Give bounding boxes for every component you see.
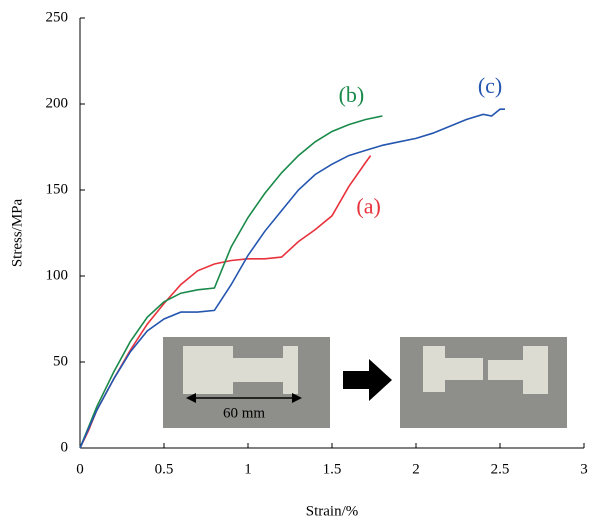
inset: 60 mm <box>163 337 567 428</box>
y-tick-label: 150 <box>46 181 69 197</box>
x-tick-label: 0 <box>76 461 84 477</box>
y-tick-label: 0 <box>61 439 69 455</box>
fragment-right <box>488 346 548 394</box>
fragment-left <box>423 346 483 392</box>
y-tick-label: 250 <box>46 9 69 25</box>
series-label: (c) <box>478 73 502 98</box>
y-tick-label: 200 <box>46 95 69 111</box>
series-line <box>79 108 505 449</box>
transition-arrow <box>343 359 392 401</box>
y-tick-label: 50 <box>53 353 68 369</box>
y-tick-label: 100 <box>46 267 69 283</box>
x-tick-label: 1.5 <box>323 461 342 477</box>
x-axis-label: Strain/% <box>306 503 359 519</box>
x-tick-label: 2.5 <box>491 461 510 477</box>
inset-label: 60 mm <box>223 405 265 421</box>
x-tick-label: 2 <box>412 461 420 477</box>
x-tick-label: 1 <box>244 461 252 477</box>
series-label: (b) <box>339 82 365 107</box>
specimen <box>183 346 298 394</box>
series-line <box>79 115 383 449</box>
series-label: (a) <box>356 194 380 219</box>
y-axis-label: Stress/MPa <box>9 198 25 267</box>
x-tick-label: 3 <box>580 461 588 477</box>
x-tick-label: 0.5 <box>155 461 174 477</box>
